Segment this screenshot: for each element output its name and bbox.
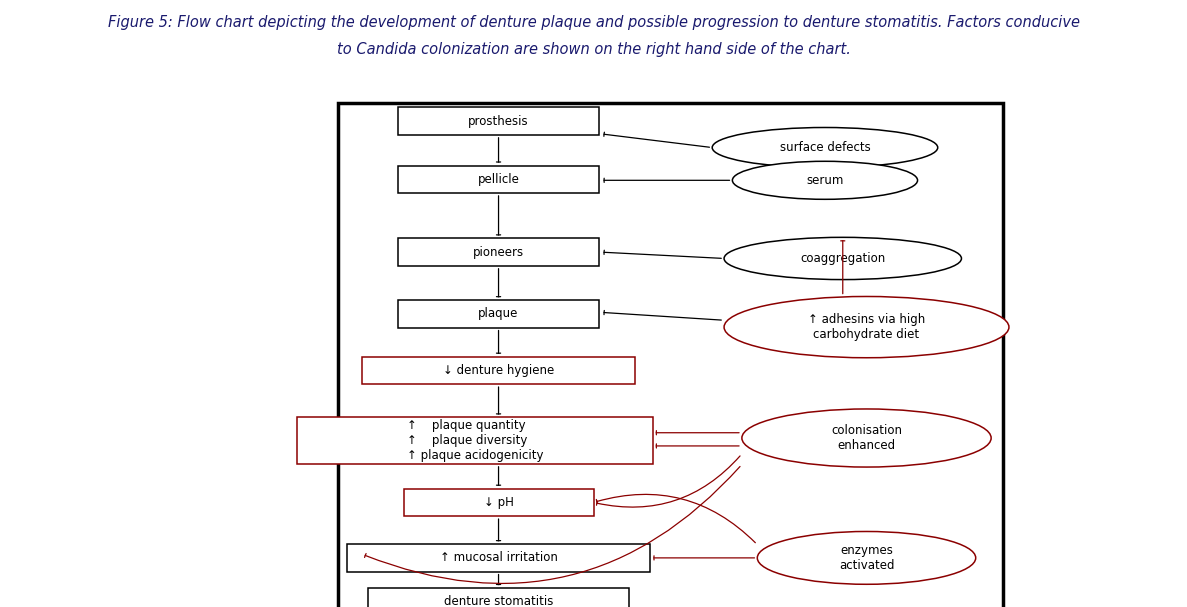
Ellipse shape <box>757 532 976 585</box>
Bar <box>368 588 629 607</box>
Ellipse shape <box>712 127 938 168</box>
Text: colonisation
enhanced: colonisation enhanced <box>831 424 902 452</box>
Ellipse shape <box>742 409 991 467</box>
Ellipse shape <box>724 296 1009 358</box>
Text: pellicle: pellicle <box>477 173 520 186</box>
Text: to Candida colonization are shown on the right hand side of the chart.: to Candida colonization are shown on the… <box>337 42 850 58</box>
Text: Figure 5: Flow chart depicting the development of denture plaque and possible pr: Figure 5: Flow chart depicting the devel… <box>108 15 1079 30</box>
Text: ↑    plaque quantity
↑    plaque diversity
↑ plaque acidogenicity: ↑ plaque quantity ↑ plaque diversity ↑ p… <box>407 419 542 462</box>
Bar <box>338 103 1003 607</box>
Bar <box>398 239 599 266</box>
Text: pioneers: pioneers <box>472 246 525 259</box>
Text: prosthesis: prosthesis <box>468 115 529 127</box>
Text: plaque: plaque <box>478 307 519 320</box>
Text: ↓ pH: ↓ pH <box>483 496 514 509</box>
Text: coaggregation: coaggregation <box>800 252 886 265</box>
Bar <box>297 418 653 464</box>
Text: surface defects: surface defects <box>780 141 870 154</box>
Text: denture stomatitis: denture stomatitis <box>444 595 553 607</box>
Bar <box>398 166 599 193</box>
Text: ↓ denture hygiene: ↓ denture hygiene <box>443 364 554 377</box>
Bar <box>398 107 599 135</box>
Bar <box>362 357 635 384</box>
Ellipse shape <box>732 161 918 199</box>
Text: serum: serum <box>806 174 844 187</box>
Text: ↑ mucosal irritation: ↑ mucosal irritation <box>439 551 558 565</box>
Ellipse shape <box>724 237 961 280</box>
Text: enzymes
activated: enzymes activated <box>839 544 894 572</box>
Bar <box>398 300 599 328</box>
Text: ↑ adhesins via high
carbohydrate diet: ↑ adhesins via high carbohydrate diet <box>808 313 925 341</box>
Bar <box>347 544 649 572</box>
Bar <box>404 489 594 516</box>
